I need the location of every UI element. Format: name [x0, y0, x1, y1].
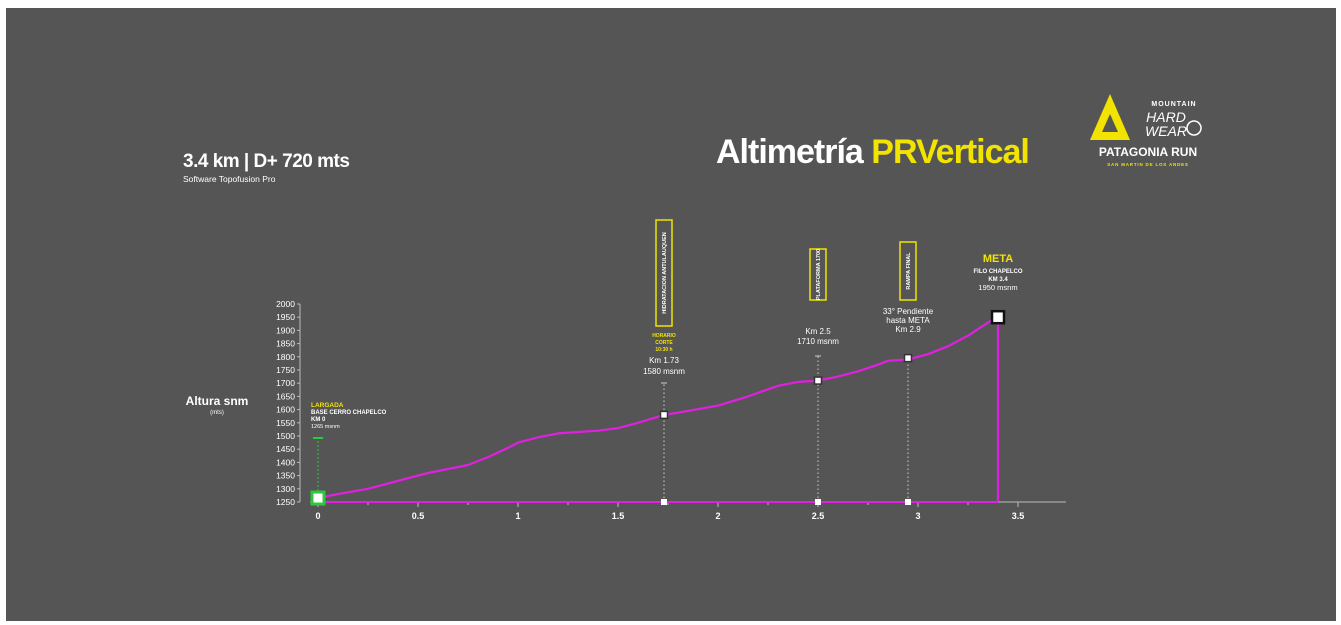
point-base-marker [905, 499, 911, 505]
y-tick-label: 1700 [276, 378, 295, 388]
start-location: BASE CERRO CHAPELCO [311, 410, 387, 416]
point-banner-label: HIDRATACION ANTULAUQUEN [662, 232, 668, 314]
point-base-marker [661, 499, 667, 505]
finish-altitude: 1950 msnm [978, 283, 1017, 292]
x-tick-label: 1.5 [612, 511, 625, 521]
x-tick-label: 2 [715, 511, 720, 521]
point-info-label: Km 2.9 [895, 325, 921, 334]
start-km: KM 0 [311, 417, 326, 423]
finish-marker-point [990, 309, 1006, 325]
title-main: Altimetría [716, 133, 872, 171]
point-banner-box [899, 241, 917, 301]
point-cutoff-label: HORARIO [652, 333, 676, 339]
y-axis-unit: (mts) [210, 410, 224, 416]
y-tick-label: 1500 [276, 431, 295, 441]
x-tick-label: 0.5 [412, 511, 425, 521]
title-accent: PRVertical [871, 133, 1030, 171]
y-tick-label: 1650 [276, 391, 295, 401]
route-summary: 3.4 km | D+ 720 mts [183, 151, 350, 172]
point-banner-box [809, 248, 827, 301]
point-info-label: Km 2.5 [805, 327, 831, 336]
y-tick-label: 1850 [276, 339, 295, 349]
point-profile-marker [659, 410, 669, 420]
y-tick-label: 1300 [276, 484, 295, 494]
logo-location: SAN MARTIN DE LOS ANDES [1107, 162, 1189, 167]
logo-line3: WEAR [1145, 123, 1187, 139]
x-tick-label: 3 [915, 511, 920, 521]
x-tick-label: 1 [515, 511, 520, 521]
y-tick-label: 1550 [276, 418, 295, 428]
y-tick-label: 1350 [276, 471, 295, 481]
point-banner-label: PLATAFORMA 1700 [816, 249, 822, 300]
y-tick-label: 1800 [276, 352, 295, 362]
y-tick-label: 1400 [276, 457, 295, 467]
point-cutoff-label: 10:30 h [655, 347, 672, 353]
y-tick-label: 1900 [276, 325, 295, 335]
y-tick-label: 2000 [276, 299, 295, 309]
y-axis-label: Altura snm [186, 394, 249, 408]
point-info-label: hasta META [886, 316, 930, 325]
point-info-label: 1710 msnm [797, 337, 839, 346]
point-banner-label: RAMPA FINAL [906, 252, 912, 290]
x-tick-label: 3.5 [1012, 511, 1025, 521]
finish-label: META [983, 253, 1013, 265]
finish-km: KM 3.4 [988, 277, 1008, 283]
point-profile-marker [813, 376, 823, 385]
software-credit: Software Topofusion Pro [183, 174, 276, 184]
point-info-label: 1580 msnm [643, 367, 685, 376]
logo-line1: MOUNTAIN [1151, 101, 1196, 108]
x-tick-label: 2.5 [812, 511, 825, 521]
elevation-profile-line [317, 316, 999, 500]
point-info-label: Km 1.73 [649, 356, 679, 365]
logo-brand: PATAGONIA RUN [1099, 145, 1197, 159]
point-profile-marker [903, 353, 913, 363]
finish-location: FILO CHAPELCO [974, 269, 1023, 275]
point-info-label: 33° Pendiente [883, 307, 934, 316]
logo-line2: HARD [1146, 109, 1186, 125]
patagonia-run-logo: MOUNTAIN HARD WEAR PATAGONIA RUN SAN MAR… [1090, 94, 1202, 167]
point-banner-box [655, 219, 673, 327]
globe-icon [1186, 120, 1202, 136]
start-label: LARGADA [311, 402, 344, 409]
start-marker-point [310, 490, 326, 506]
start-altitude: 1265 msnm [311, 424, 340, 430]
y-tick-label: 1600 [276, 405, 295, 415]
y-tick-label: 1250 [276, 497, 295, 507]
point-cutoff-label: CORTE [655, 340, 673, 346]
page-title: Altimetría PRVertical [716, 133, 1030, 172]
point-base-marker [815, 499, 821, 505]
mountain-triangle-icon [1090, 94, 1130, 140]
y-tick-label: 1950 [276, 312, 295, 322]
x-tick-label: 0 [315, 511, 320, 521]
y-tick-label: 1450 [276, 444, 295, 454]
y-tick-label: 1750 [276, 365, 295, 375]
